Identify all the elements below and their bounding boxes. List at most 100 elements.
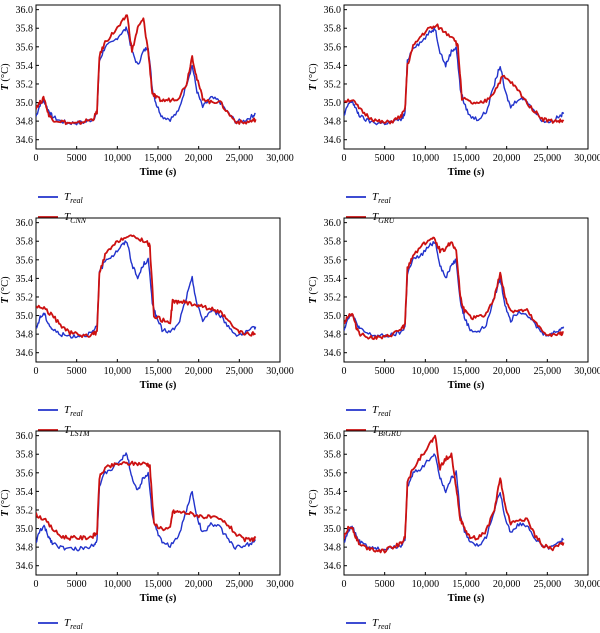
y-axis-label-symbol: T [308, 297, 319, 304]
y-tick-label: 36.0 [16, 431, 34, 442]
x-tick-label: 5000 [67, 579, 87, 590]
x-tick-label: 5000 [67, 153, 87, 164]
x-tick-label: 10,000 [104, 579, 132, 590]
y-axis-label-unit: (°C) [308, 63, 319, 82]
plot-frame [35, 4, 281, 150]
legend-entry-real: Treal [372, 404, 391, 418]
y-tick-label: 34.6 [324, 561, 342, 572]
y-axis-label-unit: (°C) [308, 489, 319, 508]
y-tick-label: 35.4 [16, 487, 34, 498]
series-line-model [344, 23, 565, 125]
x-axis-label: Time (s) [140, 593, 177, 604]
x-tick-label: 15,000 [144, 153, 172, 164]
y-tick-label: 34.6 [324, 348, 342, 359]
y-axis-label-symbol: T [0, 84, 11, 91]
legend-subscript: BiGRU [378, 429, 403, 438]
y-tick-label: 34.6 [16, 561, 34, 572]
y-tick-label: 35.8 [324, 450, 342, 461]
x-tick-label: 30,000 [574, 579, 600, 590]
legend-subscript: LSTM [69, 429, 91, 438]
y-tick-label: 35.2 [16, 292, 34, 303]
x-tick-label: 10,000 [104, 366, 132, 377]
x-axis-label-unit: s [476, 593, 481, 604]
legend-symbol: T [64, 191, 71, 203]
y-axis-label-symbol: T [308, 84, 319, 91]
chart-panel-1: 34.6 34.8 35.0 35.2 35.4 35.6 35.8 36.0 0 5000 10,… [0, 4, 294, 225]
series-line-model [36, 460, 257, 543]
y-tick-label: 35.4 [324, 274, 342, 285]
chart-panel-4: 34.6 34.8 35.0 35.2 35.4 35.6 35.8 36.0 0 5000 10,… [308, 217, 600, 438]
legend-symbol: T [372, 617, 379, 629]
plot-frame [343, 217, 589, 363]
legend-entry-model: TLSTM [64, 424, 91, 438]
x-axis-label: Time (s) [448, 380, 485, 391]
x-tick-label: 15,000 [452, 366, 480, 377]
y-tick-label: 35.0 [16, 98, 34, 109]
legend-entry-real: Treal [372, 191, 391, 205]
legend-entry-real: Treal [64, 404, 83, 418]
y-tick-label: 35.8 [16, 450, 34, 461]
y-tick-label: 35.4 [16, 274, 34, 285]
x-tick-label: 20,000 [493, 153, 521, 164]
x-tick-label: 20,000 [493, 366, 521, 377]
x-axis-label-text: Time ( [140, 167, 170, 178]
y-tick-label: 35.2 [324, 505, 342, 516]
x-axis-label-close: ) [173, 167, 177, 178]
legend-symbol: T [64, 404, 71, 416]
legend-symbol: T [64, 424, 71, 436]
x-axis-label-text: Time ( [448, 593, 478, 604]
y-tick-label: 34.6 [16, 348, 34, 359]
legend-subscript: real [378, 622, 391, 631]
plot-frame [35, 217, 281, 363]
x-tick-label: 30,000 [266, 153, 294, 164]
x-tick-label: 20,000 [185, 579, 213, 590]
y-tick-label: 35.6 [16, 468, 34, 479]
chart-panel-5: 34.6 34.8 35.0 35.2 35.4 35.6 35.8 36.0 0 5000 10,… [0, 430, 294, 631]
x-axis-label-unit: s [168, 380, 173, 391]
legend-subscript: real [70, 622, 83, 631]
x-tick-label: 5000 [67, 366, 87, 377]
x-tick-label: 30,000 [574, 366, 600, 377]
y-tick-label: 35.6 [324, 42, 342, 53]
y-tick-label: 36.0 [324, 431, 342, 442]
series-line-model [344, 236, 564, 341]
y-tick-label: 34.6 [324, 135, 342, 146]
x-tick-label: 0 [342, 579, 347, 590]
x-axis-label: Time (s) [448, 593, 485, 604]
x-axis-label-unit: s [476, 380, 481, 391]
x-axis-label-close: ) [481, 167, 485, 178]
x-axis-label: Time (s) [140, 380, 177, 391]
legend-entry-model: TCNN [64, 211, 87, 225]
x-tick-label: 30,000 [266, 366, 294, 377]
x-axis-label-unit: s [168, 167, 173, 178]
x-tick-label: 25,000 [534, 579, 562, 590]
y-axis-label: T (°C) [0, 276, 11, 304]
x-tick-label: 0 [342, 366, 347, 377]
y-tick-label: 35.6 [324, 468, 342, 479]
plot-frame [343, 4, 589, 150]
x-axis-label: Time (s) [140, 167, 177, 178]
series-line-model [36, 14, 257, 126]
x-axis-label-close: ) [481, 593, 485, 604]
legend-subscript: real [70, 196, 83, 205]
series-line-real [36, 240, 257, 339]
x-axis-label-unit: s [476, 167, 481, 178]
y-tick-label: 35.6 [16, 255, 34, 266]
x-axis-label-text: Time ( [140, 380, 170, 391]
x-tick-label: 0 [34, 153, 39, 164]
y-tick-label: 34.8 [16, 117, 34, 128]
legend-symbol: T [64, 617, 71, 629]
x-axis-label-text: Time ( [448, 380, 478, 391]
x-tick-label: 25,000 [226, 366, 254, 377]
y-tick-label: 36.0 [16, 5, 34, 16]
x-tick-label: 5000 [375, 366, 395, 377]
series-line-real [344, 453, 564, 552]
x-tick-label: 25,000 [534, 153, 562, 164]
y-tick-label: 35.0 [324, 98, 342, 109]
y-axis-label: T (°C) [0, 63, 11, 91]
y-tick-label: 35.2 [324, 79, 342, 90]
y-axis-label: T (°C) [0, 489, 11, 517]
legend-entry-model: TGRU [372, 211, 396, 225]
legend-subscript: GRU [378, 216, 396, 225]
